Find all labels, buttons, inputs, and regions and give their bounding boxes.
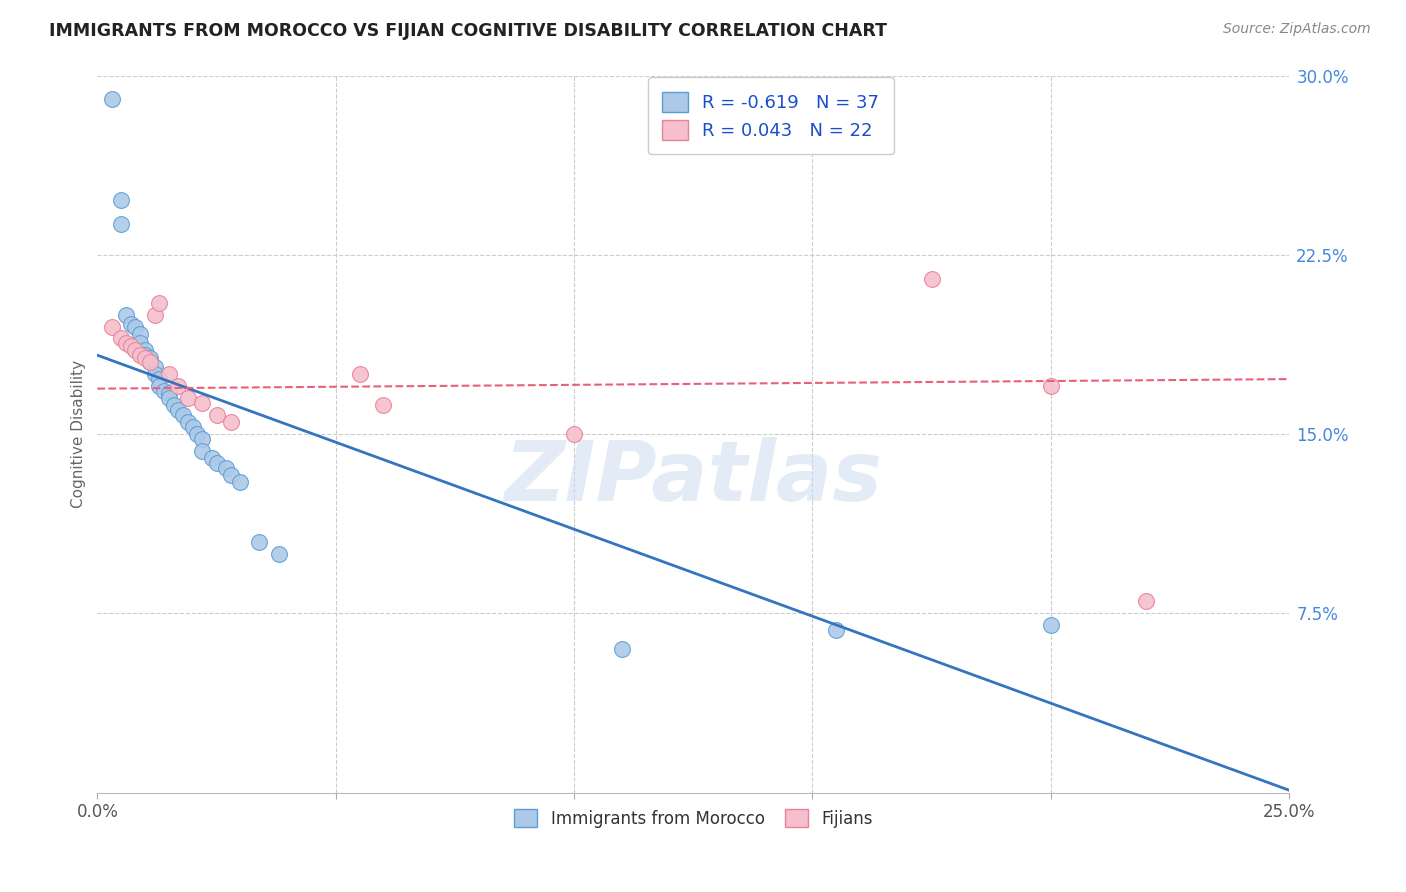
Point xyxy=(205,456,228,470)
Point xyxy=(139,351,162,365)
Legend: Immigrants from Morocco, Fijians: Immigrants from Morocco, Fijians xyxy=(508,803,879,835)
Point xyxy=(191,396,214,410)
Point xyxy=(153,384,176,398)
Point xyxy=(267,547,290,561)
Point xyxy=(157,386,180,401)
Point xyxy=(157,368,180,382)
Point xyxy=(172,408,194,422)
Point xyxy=(134,343,156,358)
Point xyxy=(191,443,214,458)
Point xyxy=(177,391,200,405)
Point xyxy=(124,343,146,358)
Point xyxy=(205,408,228,422)
Point xyxy=(148,372,170,386)
Point xyxy=(143,360,166,375)
Point xyxy=(181,420,204,434)
Point xyxy=(349,368,371,382)
Point xyxy=(129,348,152,362)
Point xyxy=(120,338,142,352)
Point xyxy=(124,319,146,334)
Point xyxy=(1135,594,1157,608)
Point xyxy=(134,348,156,362)
Point xyxy=(249,534,271,549)
Point xyxy=(100,92,122,106)
Point xyxy=(129,326,152,341)
Point xyxy=(373,398,395,412)
Point xyxy=(167,379,190,393)
Point xyxy=(148,295,170,310)
Point xyxy=(143,368,166,382)
Point xyxy=(219,415,242,429)
Point xyxy=(219,467,242,482)
Point xyxy=(100,319,122,334)
Point xyxy=(215,460,238,475)
Point xyxy=(115,336,138,351)
Point xyxy=(562,427,585,442)
Point xyxy=(120,317,142,331)
Point xyxy=(148,379,170,393)
Text: ZIPatlas: ZIPatlas xyxy=(505,436,882,517)
Point xyxy=(110,331,132,345)
Point xyxy=(191,432,214,446)
Point xyxy=(1039,379,1062,393)
Point xyxy=(610,642,633,657)
Point xyxy=(139,355,162,369)
Point xyxy=(134,351,156,365)
Point xyxy=(825,623,848,637)
Point xyxy=(1039,618,1062,632)
Point xyxy=(921,271,943,285)
Point xyxy=(139,355,162,369)
Point xyxy=(143,308,166,322)
Point xyxy=(157,391,180,405)
Point xyxy=(162,398,184,412)
Point xyxy=(229,475,252,489)
Text: Source: ZipAtlas.com: Source: ZipAtlas.com xyxy=(1223,22,1371,37)
Point xyxy=(110,217,132,231)
Y-axis label: Cognitive Disability: Cognitive Disability xyxy=(72,360,86,508)
Text: IMMIGRANTS FROM MOROCCO VS FIJIAN COGNITIVE DISABILITY CORRELATION CHART: IMMIGRANTS FROM MOROCCO VS FIJIAN COGNIT… xyxy=(49,22,887,40)
Point xyxy=(201,450,224,465)
Point xyxy=(129,336,152,351)
Point xyxy=(167,403,190,417)
Point xyxy=(186,427,208,442)
Point xyxy=(177,415,200,429)
Point xyxy=(115,308,138,322)
Point xyxy=(110,193,132,207)
